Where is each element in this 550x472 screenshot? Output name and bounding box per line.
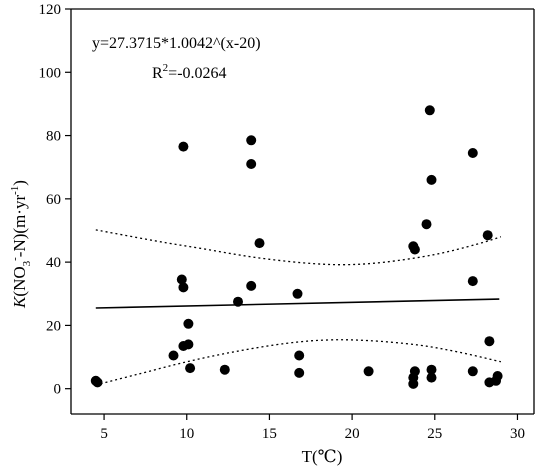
data-point bbox=[467, 366, 478, 377]
lower-confidence-band bbox=[95, 339, 502, 386]
r-squared-symbol: R bbox=[152, 65, 163, 82]
data-point bbox=[178, 141, 189, 152]
data-point bbox=[426, 364, 437, 375]
data-point bbox=[92, 377, 103, 388]
data-point bbox=[219, 364, 230, 375]
y-label-part2: -N)(m·yr bbox=[10, 195, 29, 258]
y-label-sup-minus: - bbox=[9, 257, 21, 261]
y-label-part1: (NO bbox=[10, 266, 29, 296]
data-point bbox=[408, 378, 419, 389]
data-points bbox=[90, 105, 503, 389]
data-point bbox=[294, 367, 305, 378]
data-point bbox=[183, 318, 194, 329]
data-point bbox=[363, 366, 374, 377]
x-tick-label: 5 bbox=[100, 426, 108, 442]
data-point bbox=[484, 336, 495, 347]
y-tick-label: 0 bbox=[54, 382, 62, 398]
y-tick-label: 40 bbox=[46, 255, 61, 271]
equation-text: y=27.3715*1.0042^(x-20) bbox=[92, 35, 261, 52]
data-point bbox=[424, 105, 435, 116]
r-squared-superscript: 2 bbox=[163, 62, 169, 74]
r-squared-value: =-0.0264 bbox=[168, 65, 226, 82]
tick-marks bbox=[65, 8, 519, 420]
data-point bbox=[183, 339, 194, 350]
data-point bbox=[246, 159, 257, 169]
data-point bbox=[294, 350, 305, 361]
confidence-bands bbox=[95, 229, 502, 386]
data-point bbox=[246, 135, 257, 146]
tick-labels: 5 10 15 20 25 30 0 20 40 60 80 100 120 bbox=[39, 2, 525, 442]
data-point bbox=[176, 274, 187, 285]
data-point bbox=[482, 230, 493, 241]
data-point bbox=[492, 371, 503, 381]
data-point bbox=[233, 296, 243, 307]
x-axis-label: T(℃) bbox=[302, 447, 343, 466]
data-point bbox=[178, 282, 189, 293]
x-tick-label: 10 bbox=[179, 426, 194, 442]
upper-confidence-band bbox=[95, 229, 502, 266]
y-tick-label: 60 bbox=[46, 192, 61, 208]
x-tick-label: 25 bbox=[427, 426, 442, 442]
data-point bbox=[409, 244, 420, 255]
y-label-close: ) bbox=[10, 180, 29, 186]
data-point bbox=[426, 174, 437, 185]
x-tick-label: 15 bbox=[262, 426, 277, 442]
y-tick-label: 80 bbox=[46, 129, 61, 145]
y-axis-label: K(NO3--N)(m·yr-1) bbox=[9, 180, 33, 309]
y-tick-label: 120 bbox=[39, 2, 62, 18]
data-point bbox=[426, 372, 437, 383]
y-tick-label: 20 bbox=[46, 318, 61, 334]
r-squared-text: R2=-0.0264 bbox=[152, 62, 227, 82]
fit-line-group bbox=[95, 298, 500, 309]
x-tick-label: 30 bbox=[510, 426, 525, 442]
data-point bbox=[467, 148, 478, 158]
y-label-sub3: 3 bbox=[21, 260, 33, 266]
y-label-k: K bbox=[10, 295, 29, 309]
y-tick-label: 100 bbox=[39, 65, 62, 81]
data-point bbox=[409, 366, 420, 377]
axes bbox=[70, 8, 535, 415]
data-point bbox=[246, 280, 257, 291]
x-tick-label: 20 bbox=[345, 426, 360, 442]
data-point bbox=[185, 363, 196, 374]
y-label-sup-m1: -1 bbox=[9, 186, 21, 195]
data-point bbox=[292, 288, 303, 299]
data-point bbox=[168, 350, 179, 361]
data-point bbox=[254, 238, 265, 249]
data-point bbox=[467, 276, 478, 287]
fit-line bbox=[95, 298, 500, 309]
data-point bbox=[421, 219, 432, 230]
